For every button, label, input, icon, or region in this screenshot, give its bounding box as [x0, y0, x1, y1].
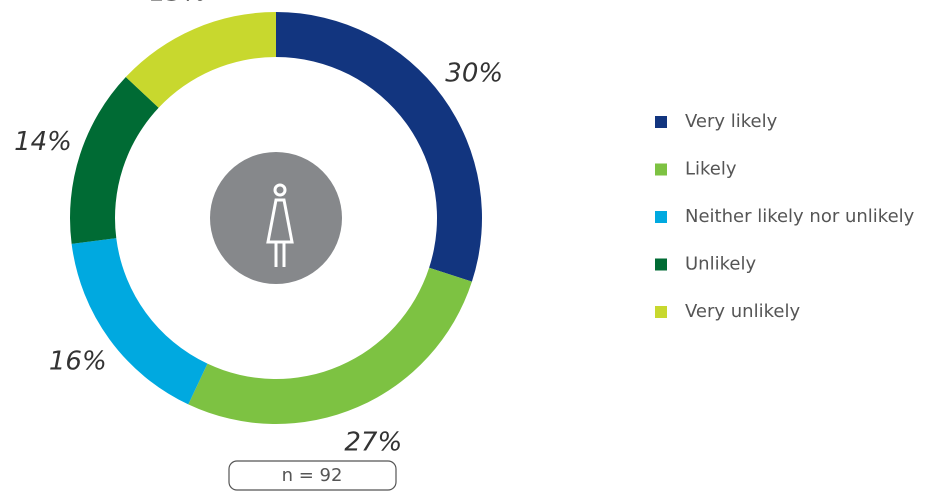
legend-swatch [655, 163, 667, 176]
legend-label: Likely [685, 159, 737, 180]
legend-label: Unlikely [685, 254, 756, 275]
legend-label: Very likely [685, 111, 778, 132]
slice [70, 76, 159, 244]
slice [188, 267, 472, 424]
legend-swatch [655, 306, 667, 318]
person-icon [266, 183, 294, 267]
value-label: 16% [49, 347, 107, 377]
value-label: 30% [445, 58, 503, 88]
sample-label: n = 92 [282, 465, 343, 486]
slice [71, 238, 208, 405]
value-label: 13% [150, 0, 208, 8]
slice [276, 12, 482, 282]
value-label: 14% [14, 127, 72, 157]
sample-box [228, 460, 397, 491]
value-label: 27% [344, 427, 402, 457]
legend-label: Neither likely nor unlikely [685, 206, 915, 227]
legend-swatch [655, 116, 667, 128]
legend-swatch [655, 258, 667, 271]
legend-label: Very unlikely [685, 301, 800, 322]
slice [125, 12, 277, 108]
center-badge [210, 152, 342, 284]
legend-swatch [655, 211, 667, 223]
